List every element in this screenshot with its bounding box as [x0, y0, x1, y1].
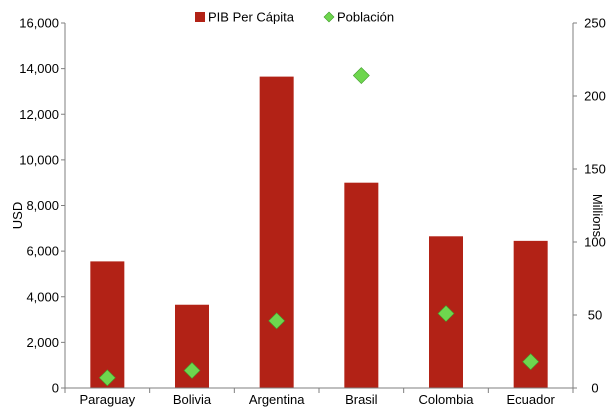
y-axis-title: USD [10, 202, 25, 229]
y2-axis-title: Millions [590, 194, 605, 238]
labels-layer: 0 2,000 4,000 6,000 8,000 10,000 12,000 14,000 1… [10, 16, 606, 408]
axes-layer [61, 22, 577, 393]
y2-tick-label: 100 [584, 235, 606, 250]
x-tick-label: Paraguay [80, 392, 136, 407]
y-tick-label: 10,000 [19, 152, 59, 167]
y-tick-label: 6,000 [26, 244, 59, 259]
y2-tick-label: 0 [591, 381, 598, 396]
y-tick-label: 16,000 [19, 16, 59, 31]
legend-label: PIB Per Cápita [208, 10, 295, 25]
bar-brasil [344, 182, 379, 388]
y2-tick-label: 50 [588, 308, 602, 323]
y2-tick-label: 250 [584, 16, 606, 31]
legend-swatch-bar [195, 12, 205, 22]
legend-label: Población [337, 10, 394, 25]
y-tick-label: 0 [52, 381, 59, 396]
y2-tick-label: 150 [584, 162, 606, 177]
point-ecuador [522, 353, 540, 371]
point-argentina [268, 312, 286, 330]
y-tick-label: 8,000 [26, 198, 59, 213]
y-tick-label: 2,000 [26, 335, 59, 350]
x-tick-label: Bolivia [173, 392, 212, 407]
y-tick-label: 12,000 [19, 107, 59, 122]
bars-layer [90, 76, 548, 388]
y-tick-label: 14,000 [19, 61, 59, 76]
legend: PIB Per Cápita Población [195, 10, 394, 25]
point-colombia [437, 305, 455, 322]
point-bolivia [183, 362, 201, 379]
x-tick-label: Colombia [419, 392, 475, 407]
point-brasil [352, 67, 370, 84]
point-paraguay [98, 369, 116, 387]
y-tick-label: 4,000 [26, 289, 59, 304]
markers-layer [98, 67, 540, 387]
x-tick-label: Ecuador [506, 392, 555, 407]
x-tick-label: Brasil [345, 392, 378, 407]
legend-swatch-marker [323, 11, 335, 23]
y2-tick-label: 200 [584, 89, 606, 104]
x-tick-label: Argentina [249, 392, 305, 407]
bar-paraguay [90, 261, 125, 388]
bar-argentina [259, 76, 294, 388]
